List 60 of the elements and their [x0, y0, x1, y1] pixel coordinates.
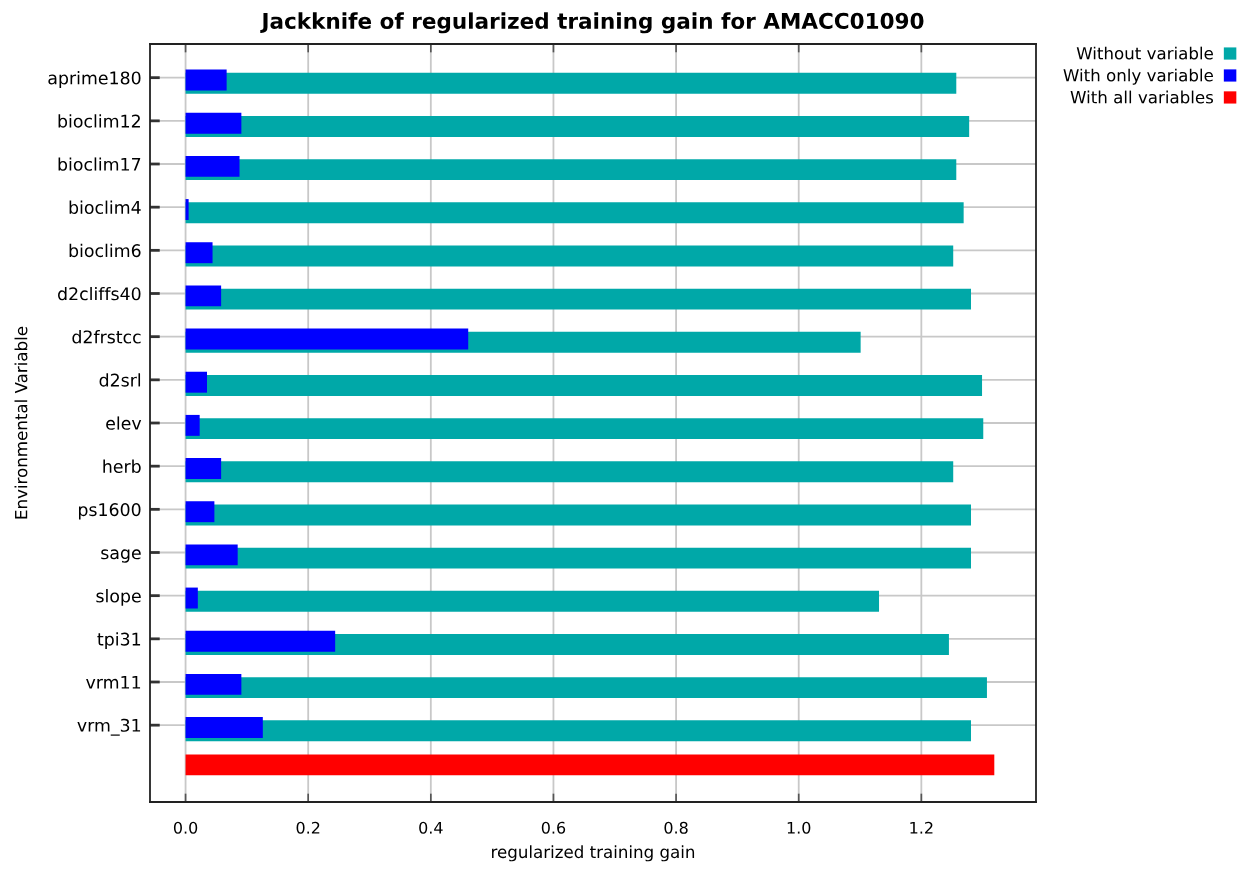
y-tick-label: d2frstcc [72, 330, 141, 344]
bar [185, 414, 200, 436]
y-tick-label: d2cliffs40 [58, 286, 141, 301]
bar [185, 72, 957, 94]
bar [185, 69, 227, 91]
x-tick-label: 1.0 [787, 821, 811, 834]
bar [185, 155, 240, 177]
bar [185, 630, 336, 652]
y-tick-label: ps1600 [78, 503, 141, 520]
bar [185, 418, 984, 440]
bar [185, 717, 263, 739]
bar [185, 547, 972, 569]
y-tick-label: tpi31 [97, 632, 141, 650]
y-axis-title: Environmental Variable [14, 326, 28, 519]
legend-label: With only variable [1063, 68, 1213, 85]
bar [185, 501, 215, 523]
legend-label: With all variables [1070, 90, 1214, 104]
bar [185, 371, 208, 393]
y-tick-label: vrm_31 [77, 718, 141, 736]
bar [185, 544, 238, 566]
y-tick-label: slope [96, 589, 141, 606]
y-tick-label: sage [101, 549, 141, 563]
x-axis-title: regularized training gain [492, 845, 695, 862]
bar [185, 202, 964, 224]
bar [185, 374, 983, 396]
x-tick-label: 0.0 [173, 821, 198, 834]
x-tick-label: 0.4 [419, 821, 443, 834]
bar [185, 285, 222, 307]
y-tick-label: herb [103, 459, 141, 474]
bar [185, 112, 242, 134]
bar [185, 199, 189, 221]
y-tick-label: d2srl [99, 373, 141, 387]
bar [185, 115, 970, 137]
y-tick-label: vrm11 [86, 675, 141, 689]
bar [185, 328, 469, 350]
legend-label: Without variable [1076, 46, 1213, 60]
x-tick-label: 0.6 [541, 821, 566, 834]
bar [185, 458, 222, 480]
y-tick-label: elev [106, 416, 142, 430]
y-tick-label: bioclim4 [69, 200, 141, 215]
bar [185, 242, 213, 264]
bar [185, 590, 880, 612]
y-tick-label: bioclim12 [58, 114, 140, 128]
y-tick-label: aprime180 [48, 71, 141, 88]
bar [185, 677, 987, 699]
bar [185, 461, 954, 483]
bar [185, 754, 995, 776]
bar [185, 587, 198, 609]
bar [185, 720, 972, 742]
bar [185, 288, 972, 310]
bar [185, 673, 242, 695]
x-tick-label: 1.2 [910, 821, 933, 834]
y-tick-label: bioclim6 [69, 243, 141, 258]
bar [185, 504, 972, 526]
x-tick-label: 0.8 [664, 821, 688, 834]
bar [185, 159, 957, 181]
y-tick-label: bioclim17 [58, 157, 141, 171]
chart-title: Jackknife of regularized training gain for AMACC01090 [260, 12, 924, 34]
x-tick-label: 0.2 [296, 821, 320, 834]
bar [185, 245, 954, 267]
